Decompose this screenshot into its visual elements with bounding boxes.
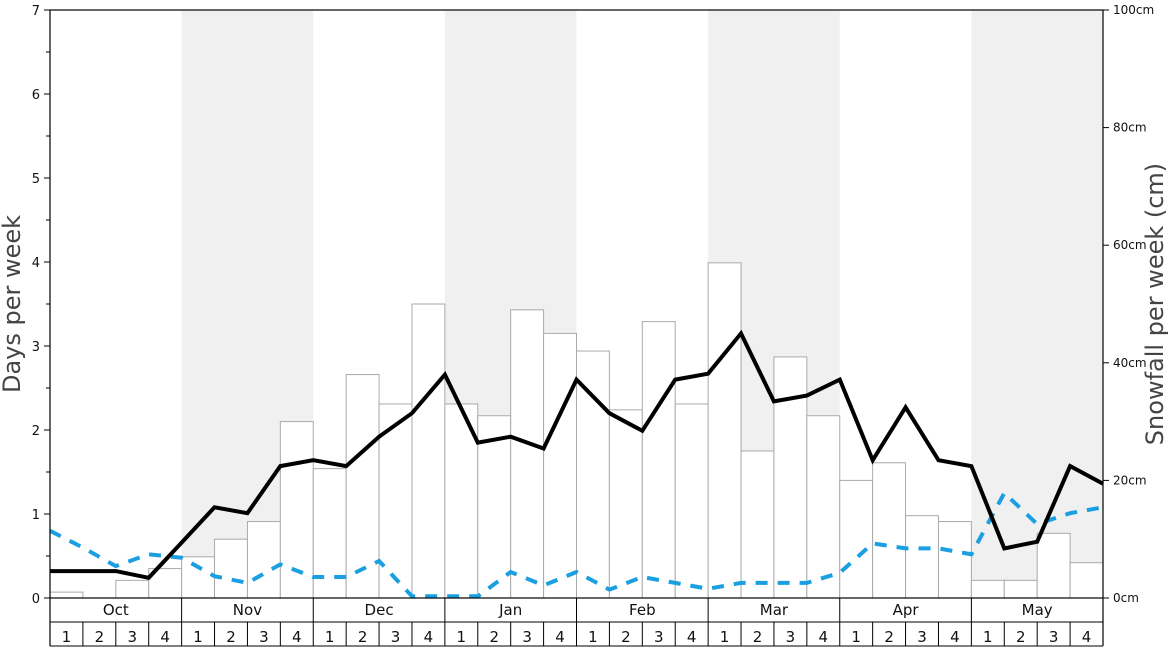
snowfall-bar [1036, 532, 1071, 599]
right-tick-label: 20cm [1113, 473, 1147, 487]
snowfall-bar [937, 521, 972, 599]
left-tick-label: 5 [32, 172, 40, 187]
week-label: 3 [391, 628, 401, 646]
week-label: 1 [325, 628, 335, 646]
week-label: 4 [950, 628, 960, 646]
right-tick-label: 60cm [1113, 238, 1147, 252]
week-label: 3 [522, 628, 532, 646]
week-label: 4 [819, 628, 829, 646]
snowfall-bar [181, 556, 216, 599]
snowfall-bar [608, 409, 643, 599]
week-label: 3 [127, 628, 137, 646]
snowfall-bar [1003, 579, 1038, 599]
week-label: 2 [489, 628, 499, 646]
month-label-apr: Apr [893, 601, 920, 619]
snowfall-bar [444, 403, 479, 599]
snowfall-bar [345, 374, 380, 599]
month-label-mar: Mar [760, 601, 789, 619]
snowfall-bar [970, 579, 1005, 599]
week-label: 1 [588, 628, 598, 646]
week-label: 4 [160, 628, 170, 646]
snowfall-bar [49, 591, 84, 599]
snowfall-bar [740, 450, 775, 599]
week-label: 4 [555, 628, 565, 646]
week-label: 2 [358, 628, 368, 646]
snowfall-bar [674, 403, 709, 599]
month-label-jan: Jan [498, 601, 522, 619]
left-tick-label: 4 [32, 256, 40, 271]
week-label: 2 [95, 628, 105, 646]
week-label: 2 [226, 628, 236, 646]
left-tick-label: 7 [32, 4, 40, 19]
blue-dashed-line [49, 489, 1104, 599]
week-label: 1 [720, 628, 730, 646]
snowfall-bars [49, 262, 1104, 599]
week-label: 3 [259, 628, 269, 646]
right-tick-label: 40cm [1113, 356, 1147, 370]
week-label: 2 [1016, 628, 1026, 646]
week-label: 4 [424, 628, 434, 646]
week-label: 2 [884, 628, 894, 646]
snowfall-bar [839, 479, 874, 599]
week-label: 3 [917, 628, 927, 646]
snowfall-bar [543, 332, 577, 599]
axes: 0 1 2 3 4 5 6 7 0cm 20cm 40cm 60cm 80cm 100cm Oct 1 2 3 4 N… [32, 3, 1154, 647]
month-label-nov: Nov [233, 601, 262, 619]
snowfall-bar [510, 309, 545, 599]
snowfall-bar [214, 538, 248, 599]
snowfall-bar [115, 579, 150, 599]
data-lines [49, 329, 1104, 599]
week-label: 4 [1082, 628, 1092, 646]
right-axis-title: Snowfall per week (cm) [1141, 163, 1168, 445]
week-label: 1 [457, 628, 467, 646]
week-label: 4 [687, 628, 697, 646]
snowfall-bar [411, 303, 446, 599]
week-label: 4 [292, 628, 302, 646]
month-shade-may [971, 10, 1103, 598]
left-tick-label: 1 [32, 508, 40, 523]
right-tick-label: 0cm [1113, 591, 1139, 605]
snowfall-bar [806, 415, 841, 599]
snowfall-bar [1069, 562, 1104, 599]
right-tick-label: 100cm [1113, 3, 1154, 17]
snowfall-bar [576, 350, 610, 599]
left-tick-label: 0 [32, 592, 40, 607]
snowfall-bar [773, 356, 808, 599]
left-axis-title: Days per week [0, 215, 26, 393]
left-tick-label: 3 [32, 340, 40, 355]
month-label-may: May [1022, 601, 1053, 619]
month-label-oct: Oct [103, 601, 129, 619]
week-label: 3 [1049, 628, 1059, 646]
right-tick-label: 80cm [1113, 121, 1147, 135]
snowfall-bar [641, 321, 676, 599]
month-label-dec: Dec [365, 601, 394, 619]
week-label: 2 [621, 628, 631, 646]
week-label: 3 [786, 628, 796, 646]
week-label: 3 [654, 628, 664, 646]
black-line [50, 329, 1104, 580]
week-label: 1 [193, 628, 203, 646]
week-label: 1 [983, 628, 993, 646]
snowfall-bar [707, 262, 742, 599]
week-label: 1 [62, 628, 72, 646]
snowfall-bar [905, 515, 939, 599]
week-label: 1 [851, 628, 861, 646]
left-tick-label: 6 [32, 88, 40, 103]
snowfall-bar [246, 521, 281, 599]
week-label: 2 [753, 628, 763, 646]
month-shading [181, 10, 1103, 598]
snowfall-bar [872, 462, 907, 599]
left-tick-label: 2 [32, 424, 40, 439]
month-label-feb: Feb [629, 601, 656, 619]
